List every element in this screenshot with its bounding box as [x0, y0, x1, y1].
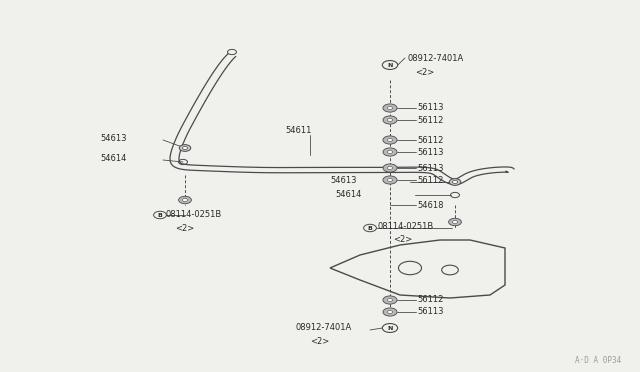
Circle shape	[179, 145, 191, 151]
Text: B: B	[367, 225, 372, 231]
Text: 54618: 54618	[417, 201, 444, 209]
Text: 56112: 56112	[417, 295, 444, 305]
Text: 08912-7401A: 08912-7401A	[408, 54, 464, 62]
Circle shape	[182, 199, 188, 202]
Text: <2>: <2>	[175, 224, 195, 232]
Text: <2>: <2>	[393, 235, 412, 244]
Circle shape	[182, 147, 188, 150]
Text: 08114-0251B: 08114-0251B	[165, 209, 221, 218]
Circle shape	[383, 308, 397, 316]
Circle shape	[387, 119, 392, 122]
Circle shape	[387, 311, 392, 314]
Circle shape	[452, 221, 458, 224]
Circle shape	[387, 179, 392, 182]
Text: 56113: 56113	[417, 308, 444, 317]
Text: 08114-0251B: 08114-0251B	[378, 221, 435, 231]
Text: 56112: 56112	[417, 135, 444, 144]
Circle shape	[387, 298, 392, 301]
Circle shape	[383, 104, 397, 112]
Text: 56113: 56113	[417, 148, 444, 157]
Circle shape	[387, 167, 392, 170]
Circle shape	[387, 138, 392, 141]
Circle shape	[452, 180, 458, 183]
Text: 56113: 56113	[417, 164, 444, 173]
Circle shape	[449, 179, 461, 185]
Circle shape	[387, 151, 392, 154]
Text: 54614: 54614	[100, 154, 126, 163]
Text: 54611: 54611	[285, 125, 312, 135]
Text: 08912-7401A: 08912-7401A	[295, 324, 351, 333]
Text: N: N	[387, 62, 393, 67]
Text: 56112: 56112	[417, 115, 444, 125]
Circle shape	[387, 106, 392, 109]
Circle shape	[383, 164, 397, 172]
Text: 54613: 54613	[330, 176, 356, 185]
Circle shape	[449, 218, 461, 226]
Text: N: N	[387, 326, 393, 330]
Text: 54613: 54613	[100, 134, 127, 142]
Circle shape	[383, 176, 397, 184]
Text: A·D A 0P34: A·D A 0P34	[575, 356, 621, 365]
Circle shape	[383, 116, 397, 124]
Text: <2>: <2>	[415, 67, 435, 77]
Text: <2>: <2>	[310, 337, 329, 346]
Circle shape	[383, 136, 397, 144]
Circle shape	[179, 196, 191, 204]
Circle shape	[383, 296, 397, 304]
Text: 56113: 56113	[417, 103, 444, 112]
Text: 56112: 56112	[417, 176, 444, 185]
Text: B: B	[157, 212, 163, 218]
Circle shape	[383, 148, 397, 156]
Text: 54614: 54614	[335, 189, 362, 199]
